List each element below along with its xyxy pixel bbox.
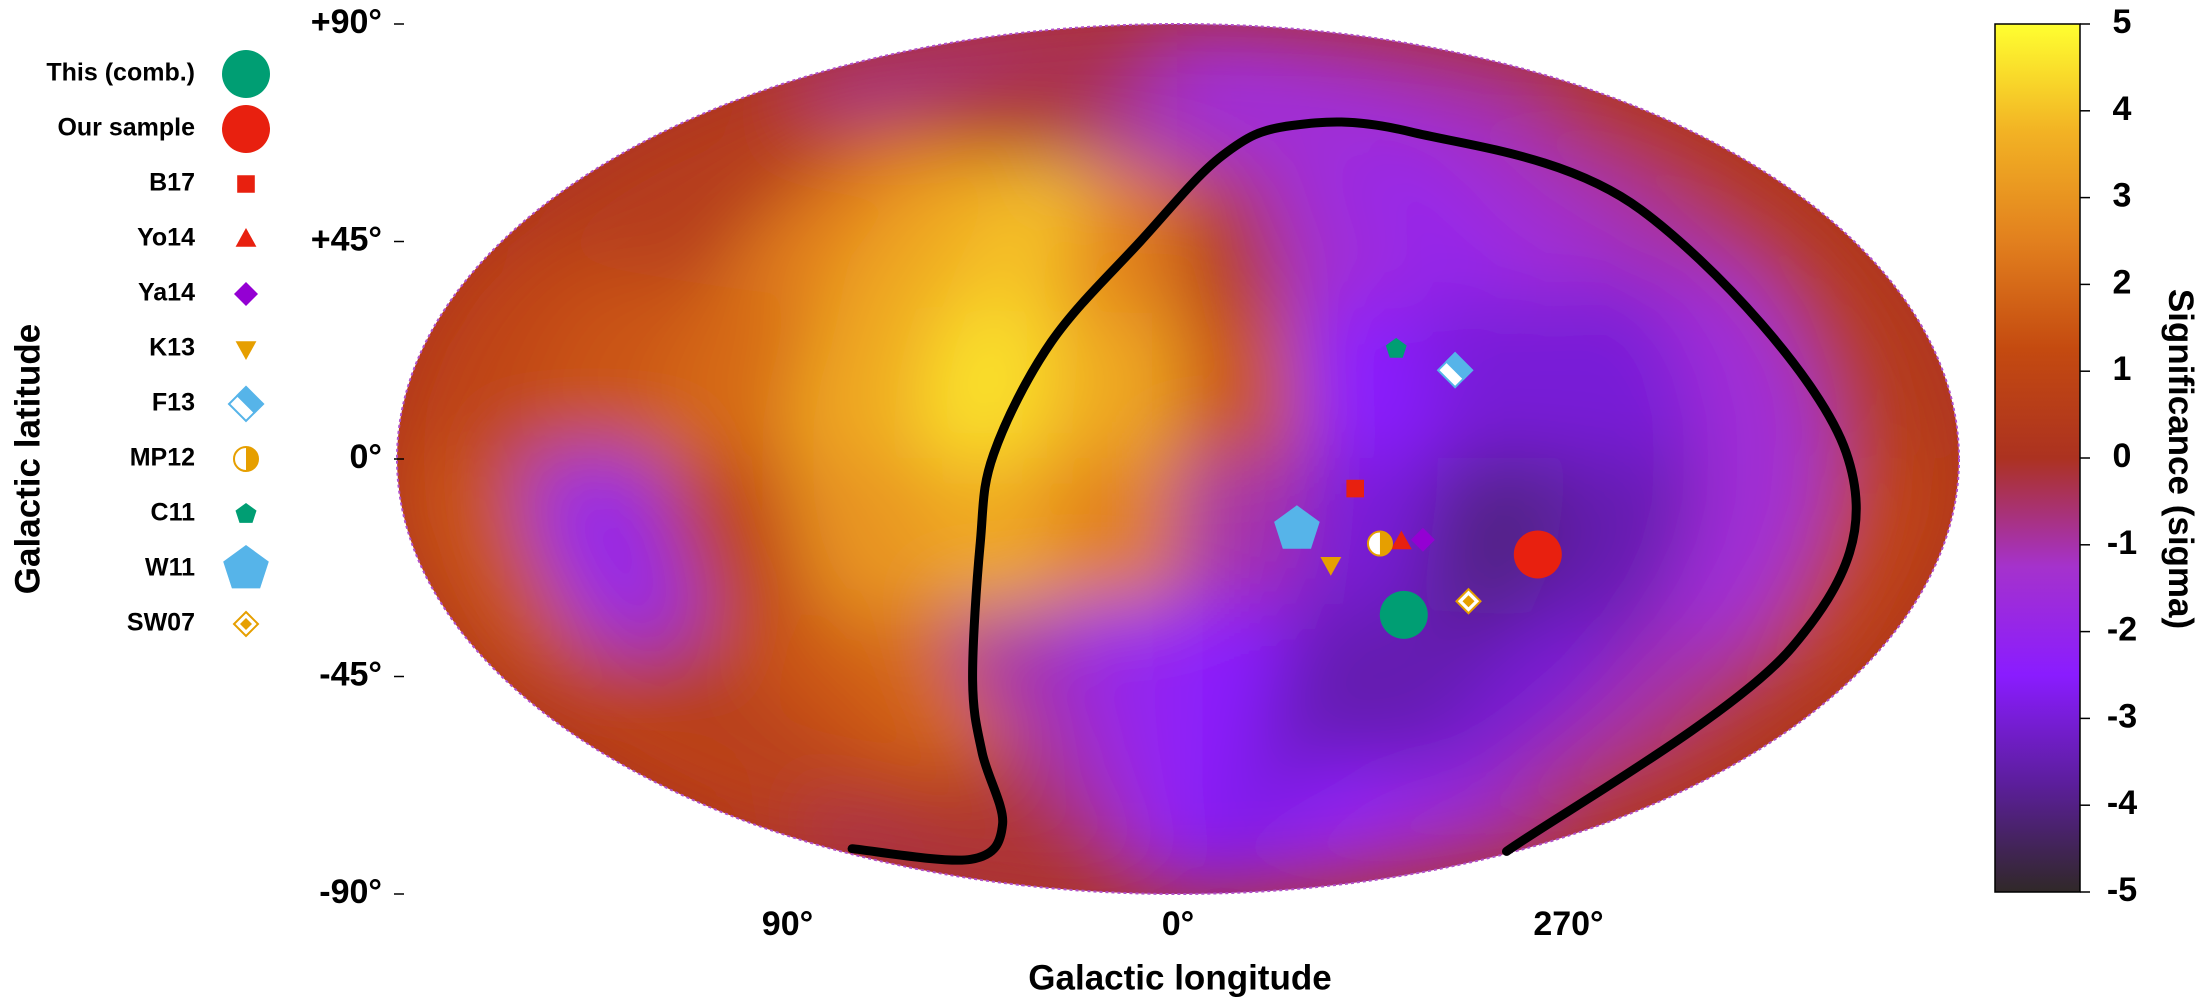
legend-marker	[233, 446, 259, 472]
field-cell	[1177, 311, 1310, 460]
colorbar-tick-label: 1	[2113, 350, 2132, 388]
legend-marker-part	[223, 545, 269, 589]
legend-label: B17	[149, 169, 195, 197]
marker-part	[1385, 337, 1407, 358]
legend-marker-part	[240, 618, 252, 630]
y-axis-label: Galactic latitude	[8, 324, 47, 594]
colorbar-label: Significance (sigma)	[2161, 289, 2200, 629]
colorbar-tick-label: 5	[2113, 3, 2132, 41]
field-cell	[1046, 458, 1179, 607]
legend-marker-part	[235, 228, 257, 247]
marker-part	[1390, 530, 1412, 550]
legend-marker-part	[234, 282, 258, 306]
colorbar-tick-label: -4	[2107, 784, 2137, 822]
legend-marker	[232, 610, 260, 638]
legend-marker-part	[237, 175, 255, 193]
marker-part	[1274, 505, 1320, 549]
marker	[1346, 479, 1364, 498]
marker	[1385, 337, 1407, 358]
marker	[1455, 587, 1482, 615]
colorbar-tick-label: -5	[2107, 871, 2137, 909]
sky-outline	[396, 23, 1960, 895]
marker-part	[1320, 557, 1342, 576]
marker-part	[1346, 479, 1364, 498]
legend-label: MP12	[130, 444, 195, 472]
x-tick-label: 90°	[762, 905, 813, 943]
marker-part	[1410, 527, 1435, 552]
marker	[1320, 557, 1342, 576]
marker-part	[1379, 590, 1428, 639]
marker-part	[1513, 530, 1562, 579]
field-cell	[916, 306, 1062, 460]
marker-part	[1445, 351, 1474, 381]
y-tick-label: 0°	[349, 438, 382, 476]
x-axis-label: Galactic longitude	[1028, 958, 1331, 997]
y-tick-label: -90°	[319, 873, 382, 911]
significance-field	[397, 24, 1959, 894]
legend-marker	[237, 175, 255, 193]
legend-marker-part	[222, 50, 270, 98]
legend-marker	[234, 282, 258, 306]
legend-label: F13	[152, 389, 195, 417]
plot-layer: +90° +45° 0° -45° -90° 90° 0° 270° 5 4 3 2 1 0 -1 -2 -3 -…	[46, 3, 2137, 943]
legend-label: Yo14	[137, 224, 195, 252]
legend-marker-part	[235, 341, 257, 360]
colorbar-tick-label: -2	[2107, 611, 2137, 649]
colorbar-tick-label: 2	[2113, 263, 2132, 301]
sky-map	[397, 24, 1959, 894]
legend-marker-part	[236, 385, 265, 414]
colorbar-tick-label: 4	[2113, 90, 2132, 128]
colorbar-tick-label: -3	[2107, 697, 2137, 735]
y-tick-label: +90°	[311, 3, 382, 41]
x-tick-label: 270°	[1533, 905, 1603, 943]
legend-marker-part	[246, 447, 258, 471]
y-tick-label: -45°	[319, 655, 382, 693]
colorbar-tick-label: 0	[2113, 437, 2132, 475]
colorbar	[1994, 23, 2081, 893]
x-tick-label: 0°	[1162, 905, 1195, 943]
legend-label: W11	[145, 554, 195, 582]
legend-marker	[235, 228, 257, 247]
legend-label: This (comb.)	[46, 59, 195, 87]
legend-marker	[235, 503, 257, 523]
marker	[1274, 505, 1320, 549]
legend-marker-part	[222, 105, 270, 153]
legend-label: K13	[149, 334, 195, 362]
marker	[1436, 351, 1474, 389]
curve	[847, 117, 1861, 865]
y-tick-label: +45°	[311, 220, 382, 258]
marker	[1410, 527, 1435, 552]
legend-marker-part	[235, 503, 257, 523]
marker	[1390, 530, 1412, 550]
colorbar-tick-label: -1	[2107, 524, 2137, 562]
field-cell	[1046, 311, 1179, 460]
marker	[1366, 530, 1393, 557]
colorbar-tick-label: 3	[2113, 177, 2132, 215]
legend-marker	[227, 385, 265, 423]
marker-part	[1462, 595, 1475, 608]
legend-marker	[235, 341, 257, 360]
legend-label: C11	[151, 499, 196, 527]
legend-marker	[222, 50, 270, 98]
legend-marker	[222, 105, 270, 153]
legend-label: SW07	[127, 609, 195, 637]
marker-part	[1379, 531, 1392, 556]
marker	[1513, 530, 1562, 579]
legend-label: Ya14	[138, 279, 195, 307]
marker	[1379, 590, 1428, 639]
legend-label: Our sample	[57, 114, 195, 142]
field-cell	[1294, 306, 1440, 460]
legend-marker	[223, 545, 269, 589]
